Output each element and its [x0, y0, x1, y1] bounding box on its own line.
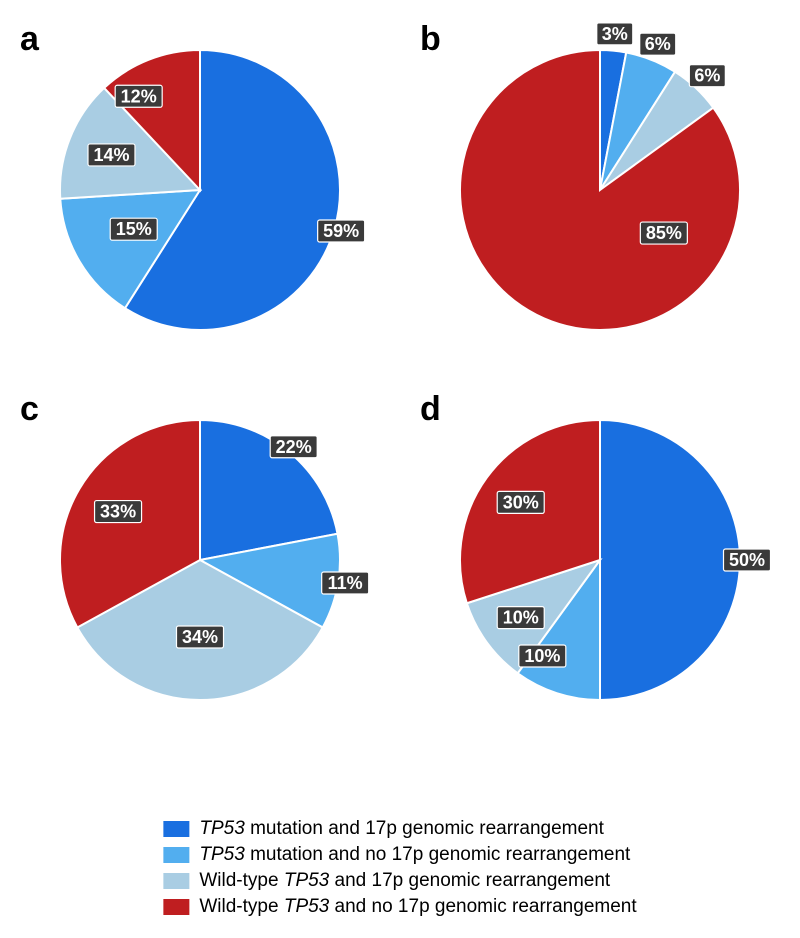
figure-panel-grid: a 59% 15% 14% 12% b 3% 6% 6% 85% c 22% 11% 34% 33…	[0, 0, 800, 938]
svg-text:34%: 34%	[182, 627, 218, 647]
pct-label: 50%	[724, 549, 771, 571]
svg-text:22%: 22%	[276, 437, 312, 457]
legend: TP53 mutation and 17p genomic rearrangem…	[163, 818, 636, 918]
pct-label: 11%	[322, 572, 369, 594]
legend-label: Wild-type TP53 and no 17p genomic rearra…	[199, 896, 636, 918]
panel-b: b 3% 6% 6% 85%	[420, 20, 780, 360]
legend-swatch	[163, 899, 189, 915]
pct-label: 33%	[95, 501, 142, 523]
svg-text:6%: 6%	[694, 66, 720, 86]
svg-text:3%: 3%	[602, 24, 628, 44]
pct-label: 14%	[88, 144, 135, 166]
svg-text:15%: 15%	[116, 219, 152, 239]
legend-swatch	[163, 821, 189, 837]
pct-label: 85%	[640, 222, 687, 244]
svg-text:59%: 59%	[323, 221, 359, 241]
legend-label: TP53 mutation and 17p genomic rearrangem…	[199, 818, 604, 840]
panel-c: c 22% 11% 34% 33%	[20, 390, 380, 730]
svg-text:11%: 11%	[328, 573, 363, 593]
svg-text:85%: 85%	[646, 223, 682, 243]
pie-d: 50% 10% 10% 30%	[420, 390, 780, 730]
pct-label: 15%	[110, 218, 157, 240]
svg-text:50%: 50%	[729, 550, 765, 570]
svg-text:14%: 14%	[93, 145, 129, 165]
pct-label: 12%	[115, 85, 162, 107]
legend-label: Wild-type TP53 and 17p genomic rearrange…	[199, 870, 610, 892]
legend-label: TP53 mutation and no 17p genomic rearran…	[199, 844, 630, 866]
legend-row: Wild-type TP53 and 17p genomic rearrange…	[163, 870, 636, 892]
pie-a: 59% 15% 14% 12%	[20, 20, 380, 360]
panel-letter-a: a	[20, 20, 39, 59]
panel-letter-d: d	[420, 390, 441, 429]
svg-text:10%: 10%	[524, 646, 560, 666]
legend-swatch	[163, 847, 189, 863]
pie-b: 3% 6% 6% 85%	[420, 20, 780, 360]
pie-slice	[600, 420, 740, 700]
pct-label: 59%	[318, 220, 365, 242]
panel-letter-b: b	[420, 20, 441, 59]
legend-swatch	[163, 873, 189, 889]
pie-c: 22% 11% 34% 33%	[20, 390, 380, 730]
pct-label: 10%	[519, 645, 566, 667]
legend-row: Wild-type TP53 and no 17p genomic rearra…	[163, 896, 636, 918]
svg-text:6%: 6%	[645, 34, 671, 54]
legend-row: TP53 mutation and 17p genomic rearrangem…	[163, 818, 636, 840]
panel-a: a 59% 15% 14% 12%	[20, 20, 380, 360]
pct-label: 6%	[689, 65, 725, 87]
pct-label: 10%	[497, 607, 544, 629]
svg-text:30%: 30%	[503, 492, 539, 512]
pct-label: 34%	[177, 626, 224, 648]
pct-label: 22%	[270, 436, 317, 458]
legend-row: TP53 mutation and no 17p genomic rearran…	[163, 844, 636, 866]
pie-grid: a 59% 15% 14% 12% b 3% 6% 6% 85% c 22% 11% 34% 33…	[0, 0, 800, 730]
panel-letter-c: c	[20, 390, 39, 429]
svg-text:10%: 10%	[503, 608, 539, 628]
panel-d: d 50% 10% 10% 30%	[420, 390, 780, 730]
svg-text:12%: 12%	[121, 86, 157, 106]
pct-label: 30%	[497, 491, 544, 513]
svg-text:33%: 33%	[100, 502, 136, 522]
pct-label: 3%	[597, 23, 633, 45]
pct-label: 6%	[640, 33, 676, 55]
